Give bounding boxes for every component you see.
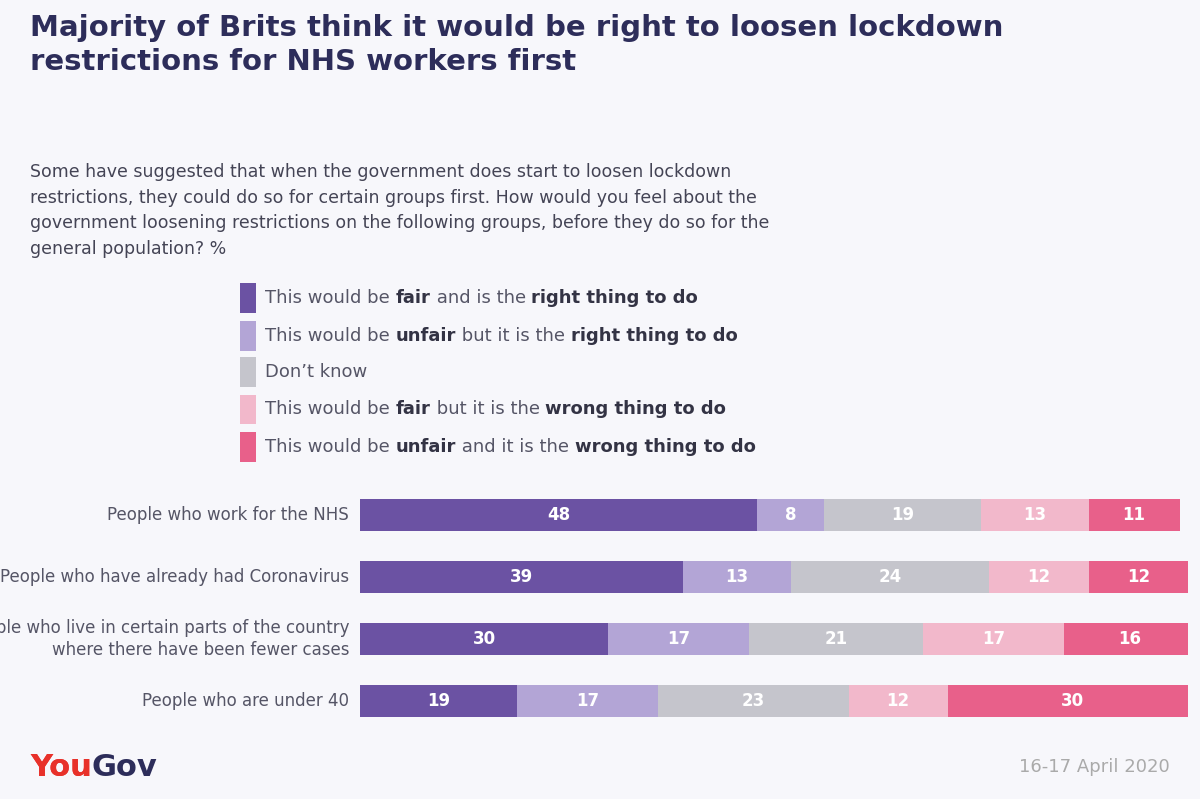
- Text: 12: 12: [887, 692, 910, 710]
- Text: This would be: This would be: [265, 327, 396, 344]
- Bar: [791, 561, 989, 593]
- Bar: [360, 622, 608, 655]
- Text: and it is the: and it is the: [456, 439, 575, 456]
- FancyBboxPatch shape: [240, 320, 256, 351]
- Text: 12: 12: [1127, 568, 1150, 586]
- Text: but it is the: but it is the: [456, 327, 571, 344]
- Bar: [1064, 622, 1196, 655]
- Text: People who have already had Coronavirus: People who have already had Coronavirus: [0, 568, 349, 586]
- Text: 39: 39: [510, 568, 533, 586]
- Text: 19: 19: [427, 692, 450, 710]
- Bar: [360, 685, 517, 717]
- Text: Some have suggested that when the government does start to loosen lockdown
restr: Some have suggested that when the govern…: [30, 163, 769, 258]
- Text: right thing to do: right thing to do: [532, 288, 698, 307]
- Text: This would be: This would be: [265, 400, 396, 419]
- Bar: [360, 561, 683, 593]
- Bar: [1088, 499, 1180, 531]
- FancyBboxPatch shape: [240, 283, 256, 312]
- Text: People who work for the NHS: People who work for the NHS: [108, 506, 349, 524]
- Bar: [1088, 561, 1188, 593]
- Text: People who are under 40: People who are under 40: [142, 692, 349, 710]
- Text: fair: fair: [396, 288, 431, 307]
- Text: 13: 13: [725, 568, 749, 586]
- FancyBboxPatch shape: [240, 432, 256, 463]
- Text: but it is the: but it is the: [431, 400, 545, 419]
- Text: Don’t know: Don’t know: [265, 363, 367, 380]
- Text: 12: 12: [1027, 568, 1050, 586]
- Text: This would be: This would be: [265, 439, 396, 456]
- FancyBboxPatch shape: [240, 395, 256, 424]
- Text: and is the: and is the: [431, 288, 532, 307]
- FancyBboxPatch shape: [240, 356, 256, 387]
- Bar: [982, 499, 1088, 531]
- Text: Majority of Brits think it would be right to loosen lockdown
restrictions for NH: Majority of Brits think it would be righ…: [30, 14, 1003, 76]
- Text: 16: 16: [1118, 630, 1141, 648]
- Text: 21: 21: [824, 630, 847, 648]
- Text: 13: 13: [1024, 506, 1046, 524]
- Bar: [823, 499, 982, 531]
- Text: 11: 11: [1123, 506, 1146, 524]
- Bar: [848, 685, 948, 717]
- Text: 30: 30: [1061, 692, 1084, 710]
- Bar: [608, 622, 749, 655]
- Text: You: You: [30, 753, 91, 781]
- Text: 23: 23: [742, 692, 764, 710]
- Text: 24: 24: [878, 568, 901, 586]
- Bar: [948, 685, 1196, 717]
- Text: People who live in certain parts of the country
where there have been fewer case: People who live in certain parts of the …: [0, 618, 349, 659]
- Text: 48: 48: [547, 506, 570, 524]
- Bar: [757, 499, 823, 531]
- Text: wrong thing to do: wrong thing to do: [545, 400, 726, 419]
- Bar: [923, 622, 1064, 655]
- Text: unfair: unfair: [396, 439, 456, 456]
- Text: 17: 17: [667, 630, 690, 648]
- Text: right thing to do: right thing to do: [571, 327, 738, 344]
- Text: 19: 19: [890, 506, 914, 524]
- Text: wrong thing to do: wrong thing to do: [575, 439, 756, 456]
- Bar: [517, 685, 658, 717]
- Text: This would be: This would be: [265, 288, 396, 307]
- Bar: [683, 561, 791, 593]
- Bar: [360, 499, 757, 531]
- Text: fair: fair: [396, 400, 431, 419]
- Text: You: You: [30, 753, 91, 781]
- Bar: [749, 622, 923, 655]
- Text: Gov: Gov: [91, 753, 157, 781]
- Text: 17: 17: [982, 630, 1004, 648]
- Text: 17: 17: [576, 692, 599, 710]
- Text: unfair: unfair: [396, 327, 456, 344]
- Text: 8: 8: [785, 506, 797, 524]
- Text: 16-17 April 2020: 16-17 April 2020: [1019, 758, 1170, 776]
- Bar: [658, 685, 848, 717]
- Bar: [989, 561, 1088, 593]
- Text: 30: 30: [473, 630, 496, 648]
